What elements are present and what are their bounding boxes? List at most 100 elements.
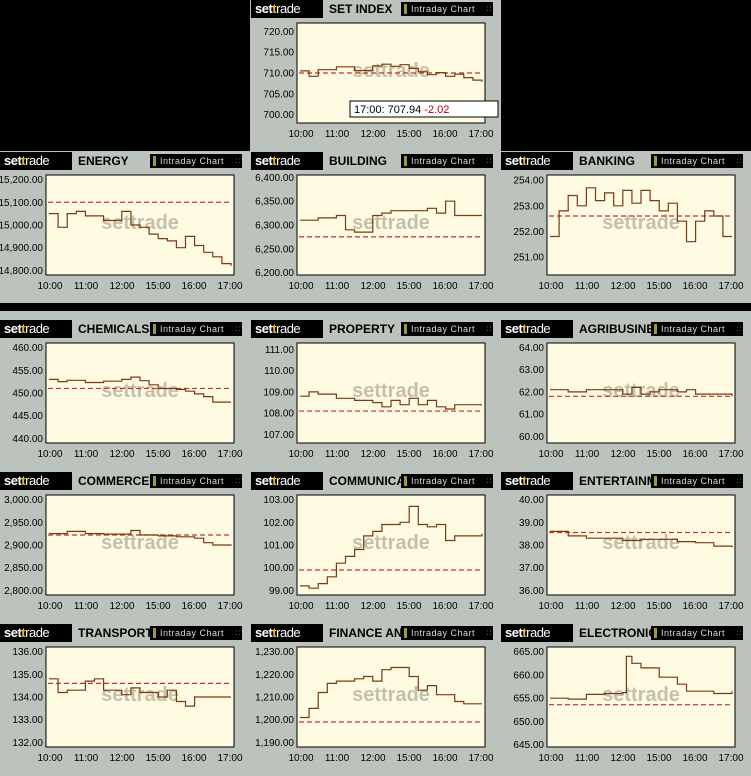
chart-title: AGRIBUSINESS	[579, 322, 671, 336]
settrade-logo: settrade	[251, 624, 323, 642]
watermark-logo: settrade	[352, 380, 430, 402]
logo-part-b: t	[272, 153, 277, 168]
chart-header: settrade BUILDING Intraday Chart	[251, 152, 497, 170]
x-tick-label: 12:00	[610, 601, 635, 612]
intraday-chart-button[interactable]: Intraday Chart	[150, 626, 242, 640]
chart-header: settrade COMMERCE Intraday Chart	[0, 472, 246, 490]
intraday-chart-button[interactable]: Intraday Chart	[651, 154, 743, 168]
chart-header: settrade ENERGY Intraday Chart	[0, 152, 246, 170]
x-tick-label: 15:00	[145, 449, 170, 460]
x-tick-label: 11:00	[575, 281, 600, 292]
chart-header: settrade BANKING Intraday Chart	[501, 152, 747, 170]
y-tick-label: 110.00	[264, 366, 294, 377]
price-series-line	[49, 678, 231, 707]
intraday-chart-button[interactable]: Intraday Chart	[401, 2, 493, 16]
logo-part-b: t	[272, 473, 277, 488]
y-tick-label: 3,000.00	[4, 495, 43, 506]
plot-area	[296, 342, 486, 444]
logo-part-c: rade	[25, 153, 50, 168]
intraday-chart-button[interactable]: Intraday Chart	[150, 474, 242, 488]
logo-part-a: set	[505, 473, 523, 488]
chart-title: BANKING	[579, 154, 635, 168]
intraday-chart-button[interactable]: Intraday Chart	[401, 322, 493, 336]
chart-svg: settrade 36.00 37.00 38.00 39.00 40.00 10:00 11…	[519, 494, 744, 612]
x-tick-label: 15:00	[646, 753, 671, 764]
logo-part-c: rade	[25, 321, 50, 336]
x-tick-label: 17:00	[468, 281, 493, 292]
price-series-line	[49, 529, 232, 546]
chart-panel-property: settrade PROPERTY Intraday Chart settrade 10…	[251, 320, 497, 468]
x-tick-label: 12:00	[610, 281, 635, 292]
x-tick-label: 11:00	[325, 601, 350, 612]
x-tick-label: 11:00	[575, 601, 600, 612]
logo-part-b: t	[21, 153, 26, 168]
intraday-chart-button[interactable]: Intraday Chart	[651, 626, 743, 640]
x-tick-label: 11:00	[325, 281, 350, 292]
chart-header: settrade COMMUNICATION Intraday Chart	[251, 472, 497, 490]
y-tick-label: 715.00	[263, 48, 294, 59]
intraday-chart-button[interactable]: Intraday Chart	[150, 154, 242, 168]
y-tick-label: 60.00	[519, 432, 544, 443]
y-tick-label: 100.00	[263, 563, 294, 574]
y-tick-label: 253.00	[513, 201, 544, 212]
x-tick-label: 10:00	[288, 129, 313, 140]
y-tick-label: 103.00	[263, 495, 294, 506]
x-tick-label: 12:00	[109, 753, 134, 764]
plot-area	[296, 494, 486, 596]
y-tick-label: 61.00	[519, 410, 544, 421]
logo-part-c: rade	[526, 153, 551, 168]
intraday-chart-button[interactable]: Intraday Chart	[651, 322, 743, 336]
y-tick-label: 460.00	[12, 343, 43, 354]
chart-header: settrade ENTERTAINMENT Intraday Chart	[501, 472, 747, 490]
logo-part-c: rade	[276, 625, 301, 640]
x-tick-label: 15:00	[145, 753, 170, 764]
y-tick-label: 720.00	[263, 27, 294, 38]
intraday-chart-button[interactable]: Intraday Chart	[401, 154, 493, 168]
x-tick-label: 10:00	[288, 753, 313, 764]
logo-part-b: t	[522, 473, 527, 488]
intraday-chart-button[interactable]: Intraday Chart	[651, 474, 743, 488]
x-tick-label: 17:00	[468, 601, 493, 612]
y-tick-label: 6,250.00	[255, 244, 294, 255]
logo-part-b: t	[522, 321, 527, 336]
x-tick-label: 12:00	[109, 449, 134, 460]
logo-part-c: rade	[276, 153, 301, 168]
x-tick-label: 10:00	[37, 449, 62, 460]
chart-svg: settrade 132.00 133.00 134.00 135.00 136.00 10…	[12, 646, 243, 764]
settrade-logo: settrade	[501, 472, 573, 490]
logo-part-b: t	[522, 153, 527, 168]
x-tick-label: 17:00	[718, 601, 743, 612]
x-tick-label: 17:00	[217, 281, 242, 292]
y-tick-label: 36.00	[519, 586, 544, 597]
tooltip-change: -2.02	[424, 104, 449, 116]
intraday-chart-button[interactable]: Intraday Chart	[401, 626, 493, 640]
y-tick-label: 705.00	[263, 89, 294, 100]
y-tick-label: 38.00	[519, 541, 544, 552]
intraday-chart-button[interactable]: Intraday Chart	[150, 322, 242, 336]
intraday-chart-button[interactable]: Intraday Chart	[401, 474, 493, 488]
x-tick-label: 16:00	[682, 449, 707, 460]
y-tick-label: 99.00	[269, 586, 294, 597]
x-tick-label: 17:00	[718, 281, 743, 292]
logo-part-a: set	[255, 321, 273, 336]
y-tick-label: 132.00	[12, 738, 43, 749]
y-tick-label: 445.00	[12, 411, 43, 422]
logo-part-c: rade	[276, 473, 301, 488]
chart-title: ELECTRONIC	[579, 626, 657, 640]
watermark-logo: settrade	[352, 60, 430, 82]
settrade-logo: settrade	[0, 472, 72, 490]
y-tick-label: 2,950.00	[4, 518, 43, 529]
chart-title: SET INDEX	[329, 2, 393, 16]
x-tick-label: 15:00	[646, 449, 671, 460]
chart-svg: settrade 1,190.00 1,200.00 1,210.00 1,220.00…	[255, 646, 494, 764]
x-tick-label: 11:00	[74, 601, 99, 612]
watermark-logo: settrade	[602, 684, 680, 706]
logo-part-a: set	[255, 473, 273, 488]
y-tick-label: 450.00	[12, 389, 43, 400]
chart-header: settrade PROPERTY Intraday Chart	[251, 320, 497, 338]
y-tick-label: 135.00	[12, 670, 43, 681]
